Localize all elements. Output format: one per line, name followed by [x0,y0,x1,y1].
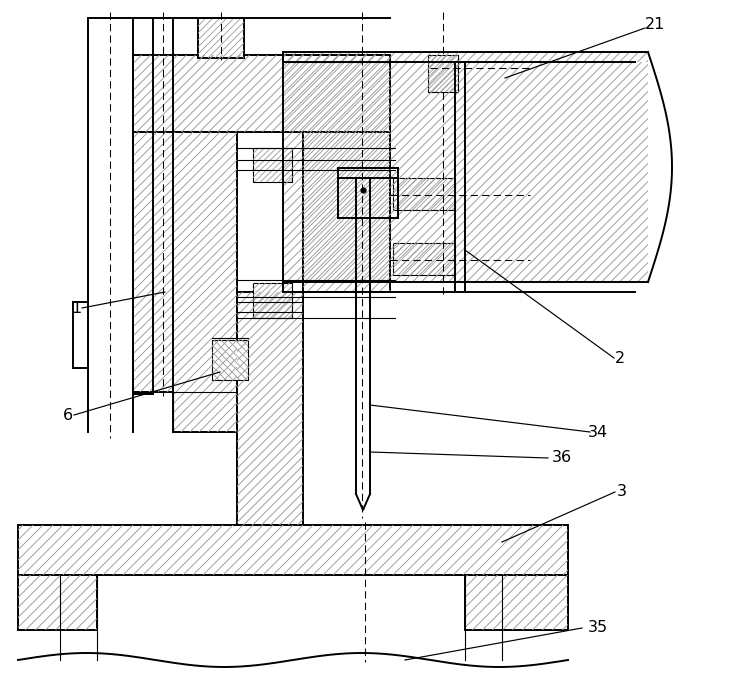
Polygon shape [283,62,648,282]
Polygon shape [428,55,458,92]
Text: 6: 6 [63,407,73,423]
Polygon shape [303,132,390,292]
Polygon shape [18,575,97,630]
Polygon shape [465,575,568,630]
Polygon shape [237,292,303,525]
Polygon shape [393,243,455,275]
Polygon shape [212,340,248,380]
Text: 2: 2 [615,350,625,366]
Text: 34: 34 [588,425,608,439]
Polygon shape [283,52,648,62]
Polygon shape [133,55,390,132]
Text: 36: 36 [552,450,572,466]
Polygon shape [253,283,292,318]
Text: 35: 35 [588,620,608,636]
Polygon shape [393,178,455,210]
Polygon shape [133,132,237,432]
Polygon shape [253,148,292,182]
Text: 21: 21 [645,17,665,31]
Text: 3: 3 [617,484,627,500]
Text: 1: 1 [71,301,81,316]
Polygon shape [18,525,568,575]
Polygon shape [198,18,244,58]
